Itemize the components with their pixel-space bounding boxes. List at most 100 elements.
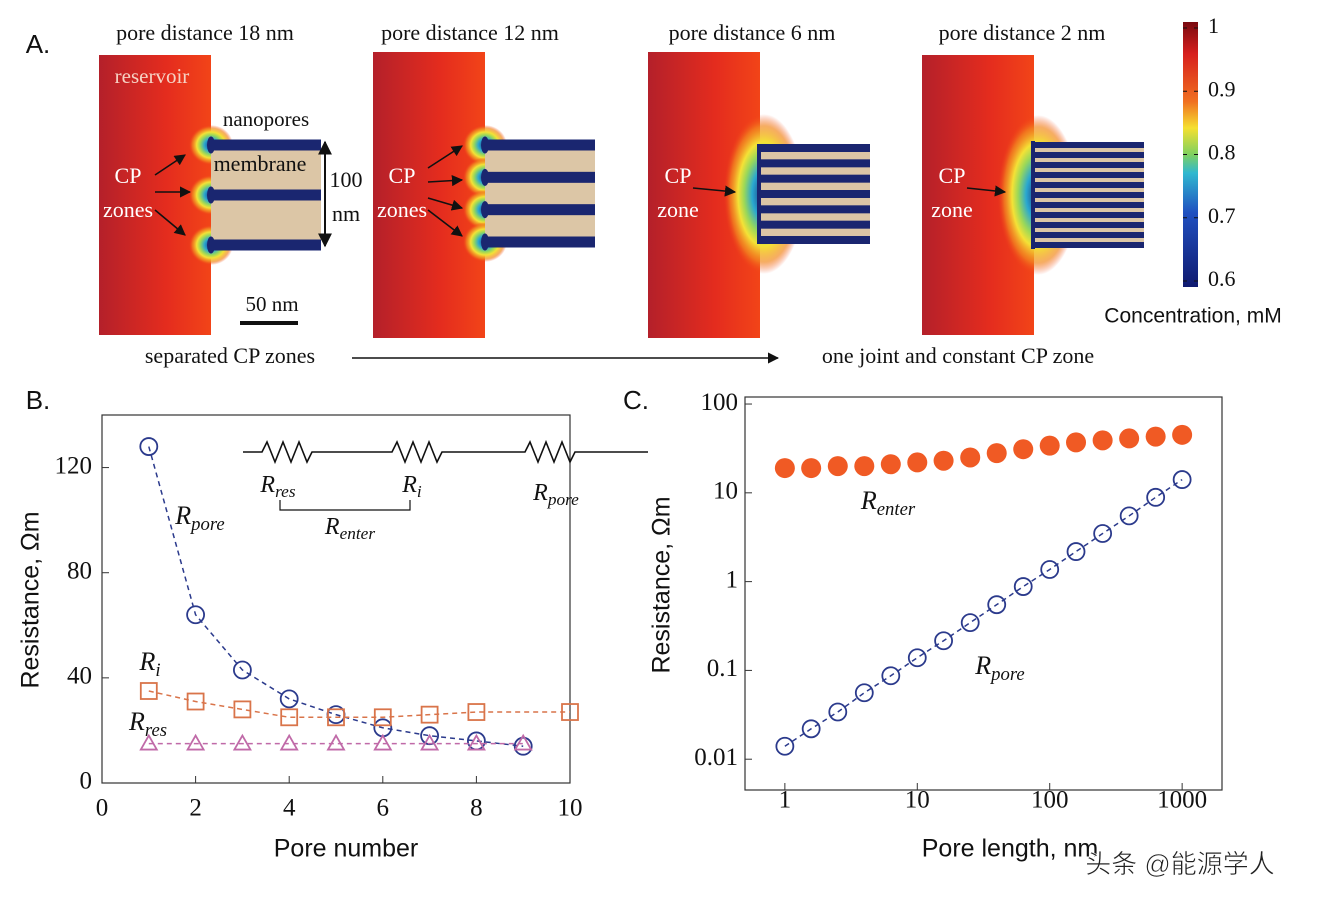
data-point	[139, 682, 158, 700]
nanopore-wall	[1034, 202, 1144, 208]
label-subscript: res	[275, 482, 296, 501]
data-point	[1119, 506, 1139, 526]
y-tick-label: 80	[67, 557, 92, 584]
height-value: 100	[330, 167, 363, 192]
x-tick-label: 10	[905, 787, 930, 814]
data-point	[854, 456, 875, 477]
membrane-label: membrane	[214, 151, 307, 176]
colorbar-tick-label: 0.6	[1208, 266, 1236, 291]
data-point	[854, 683, 874, 703]
plot-frame	[744, 396, 1223, 791]
series-label: Renter	[860, 486, 916, 520]
data-point	[934, 631, 953, 651]
x-tick-label: 2	[189, 795, 202, 822]
x-tick-label: 4	[283, 795, 296, 822]
nanopore-wall	[1034, 172, 1144, 178]
data-point	[907, 452, 928, 473]
trend-from: separated CP zones	[145, 343, 315, 368]
membrane	[485, 145, 595, 242]
data-point	[1040, 560, 1060, 579]
y-tick-label: 0.01	[694, 744, 738, 771]
circuit-brace	[279, 500, 411, 511]
data-point	[1145, 426, 1166, 447]
pore-entrance	[481, 201, 489, 219]
pore-entrance	[757, 144, 761, 244]
data-point	[774, 458, 795, 479]
label-subscript: enter	[877, 499, 916, 520]
label-subscript: enter	[340, 524, 376, 543]
data-point	[326, 733, 346, 751]
nanopore-wall	[760, 144, 870, 152]
data-point	[420, 733, 440, 751]
data-point	[1092, 430, 1113, 451]
label-main: R	[138, 647, 155, 676]
data-point	[513, 733, 533, 751]
label-main: R	[401, 472, 417, 498]
cp-label: CP	[939, 163, 966, 188]
nanopore-wall	[760, 174, 870, 183]
y-axis-label: Resistance, Ωm	[17, 511, 45, 688]
zone-label: zone	[657, 197, 699, 222]
data-point	[827, 456, 848, 477]
data-point	[1146, 487, 1166, 507]
data-point	[1119, 428, 1140, 449]
series-label: Ri	[138, 647, 160, 681]
data-point	[186, 692, 205, 711]
data-point	[986, 443, 1007, 464]
data-point	[960, 613, 980, 633]
y-tick-label: 10	[713, 478, 738, 505]
nanopore-wall	[1034, 222, 1144, 228]
series-label: Rpore	[174, 501, 224, 535]
data-point	[561, 703, 579, 721]
data-point	[828, 702, 848, 722]
nanopore-wall	[760, 190, 870, 198]
circuit-wire	[243, 439, 648, 465]
data-point	[513, 736, 533, 756]
y-tick-label: 0	[80, 768, 93, 795]
data-point	[775, 736, 795, 756]
data-point	[373, 733, 393, 751]
nanopore-wall	[485, 204, 595, 216]
nanopore-wall	[760, 236, 870, 244]
height-unit: nm	[332, 201, 360, 226]
label-subscript: pore	[546, 490, 579, 509]
nanopore-wall	[211, 139, 321, 151]
data-point	[1013, 577, 1033, 596]
pointer-arrow	[427, 175, 464, 187]
x-tick-label: 0	[96, 795, 109, 822]
cp-label: CP	[389, 163, 416, 188]
data-point	[466, 733, 486, 751]
data-point	[232, 660, 252, 680]
data-point	[280, 708, 299, 727]
nanopore-wall	[1034, 182, 1144, 188]
data-point	[279, 689, 299, 709]
nanopore-wall	[1034, 192, 1144, 198]
x-tick-label: 8	[470, 795, 483, 822]
zone-label: zone	[931, 197, 973, 222]
panel-title: pore distance 12 nm	[381, 20, 559, 45]
panel-title: pore distance 6 nm	[669, 20, 836, 45]
nanopore-wall	[1034, 162, 1144, 168]
pore-entrance	[207, 236, 215, 254]
data-point	[880, 454, 901, 475]
pointer-arrow	[427, 209, 463, 237]
x-tick-label: 1	[779, 787, 792, 814]
pointer-arrow	[427, 197, 464, 211]
y-tick-label: 1	[726, 566, 739, 593]
pointer-arrow	[154, 209, 186, 236]
data-point	[1013, 439, 1034, 460]
pointer-arrow	[692, 185, 737, 197]
data-point	[881, 666, 901, 686]
panel-label: C.	[623, 385, 649, 415]
panel-title: pore distance 18 nm	[116, 20, 294, 45]
label-subscript: res	[145, 720, 167, 741]
nanopore-wall	[1034, 242, 1144, 248]
label-main: R	[174, 501, 191, 530]
nanopore-wall	[211, 189, 321, 201]
pointer-arrow	[427, 145, 463, 169]
data-point	[139, 437, 159, 456]
colorbar-tick-label: 1	[1208, 13, 1219, 38]
data-point	[232, 733, 252, 751]
